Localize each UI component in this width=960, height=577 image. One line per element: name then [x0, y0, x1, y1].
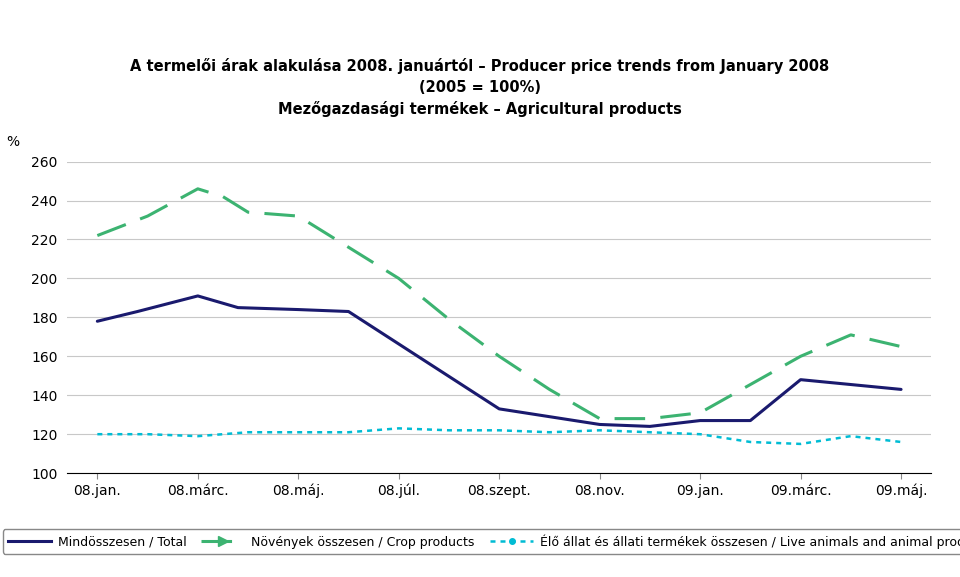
Text: A termelői árak alakulása 2008. januártól – Producer price trends from January 2: A termelői árak alakulása 2008. januártó… — [131, 58, 829, 117]
Text: %: % — [7, 135, 20, 149]
Legend: Mindösszesen / Total, Növények összesen / Crop products, Élő állat és állati ter: Mindösszesen / Total, Növények összesen … — [3, 529, 960, 554]
